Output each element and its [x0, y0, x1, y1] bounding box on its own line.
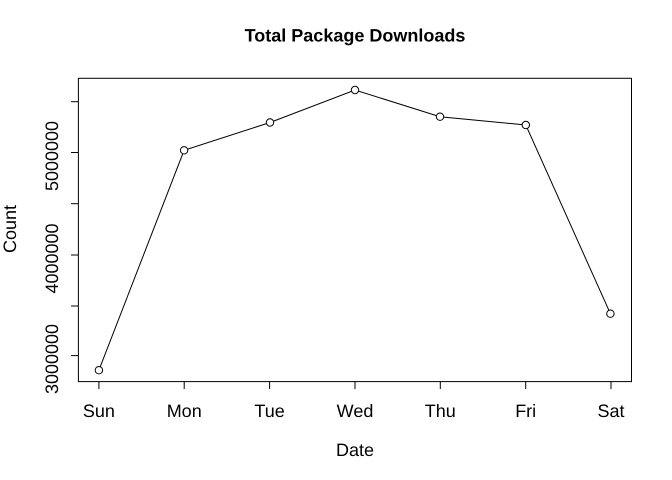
- svg-text:Tue: Tue: [254, 401, 284, 421]
- svg-text:4000000: 4000000: [42, 223, 62, 293]
- svg-text:Thu: Thu: [425, 401, 456, 421]
- svg-text:3000000: 3000000: [42, 324, 62, 394]
- svg-text:Fri: Fri: [515, 401, 536, 421]
- svg-text:Mon: Mon: [167, 401, 202, 421]
- svg-text:Wed: Wed: [337, 401, 374, 421]
- svg-text:Sat: Sat: [597, 401, 624, 421]
- svg-text:Sun: Sun: [83, 401, 115, 421]
- svg-text:Count: Count: [0, 205, 20, 253]
- svg-text:Total Package Downloads: Total Package Downloads: [245, 26, 466, 46]
- svg-text:Date: Date: [336, 440, 374, 460]
- svg-text:5000000: 5000000: [42, 121, 62, 191]
